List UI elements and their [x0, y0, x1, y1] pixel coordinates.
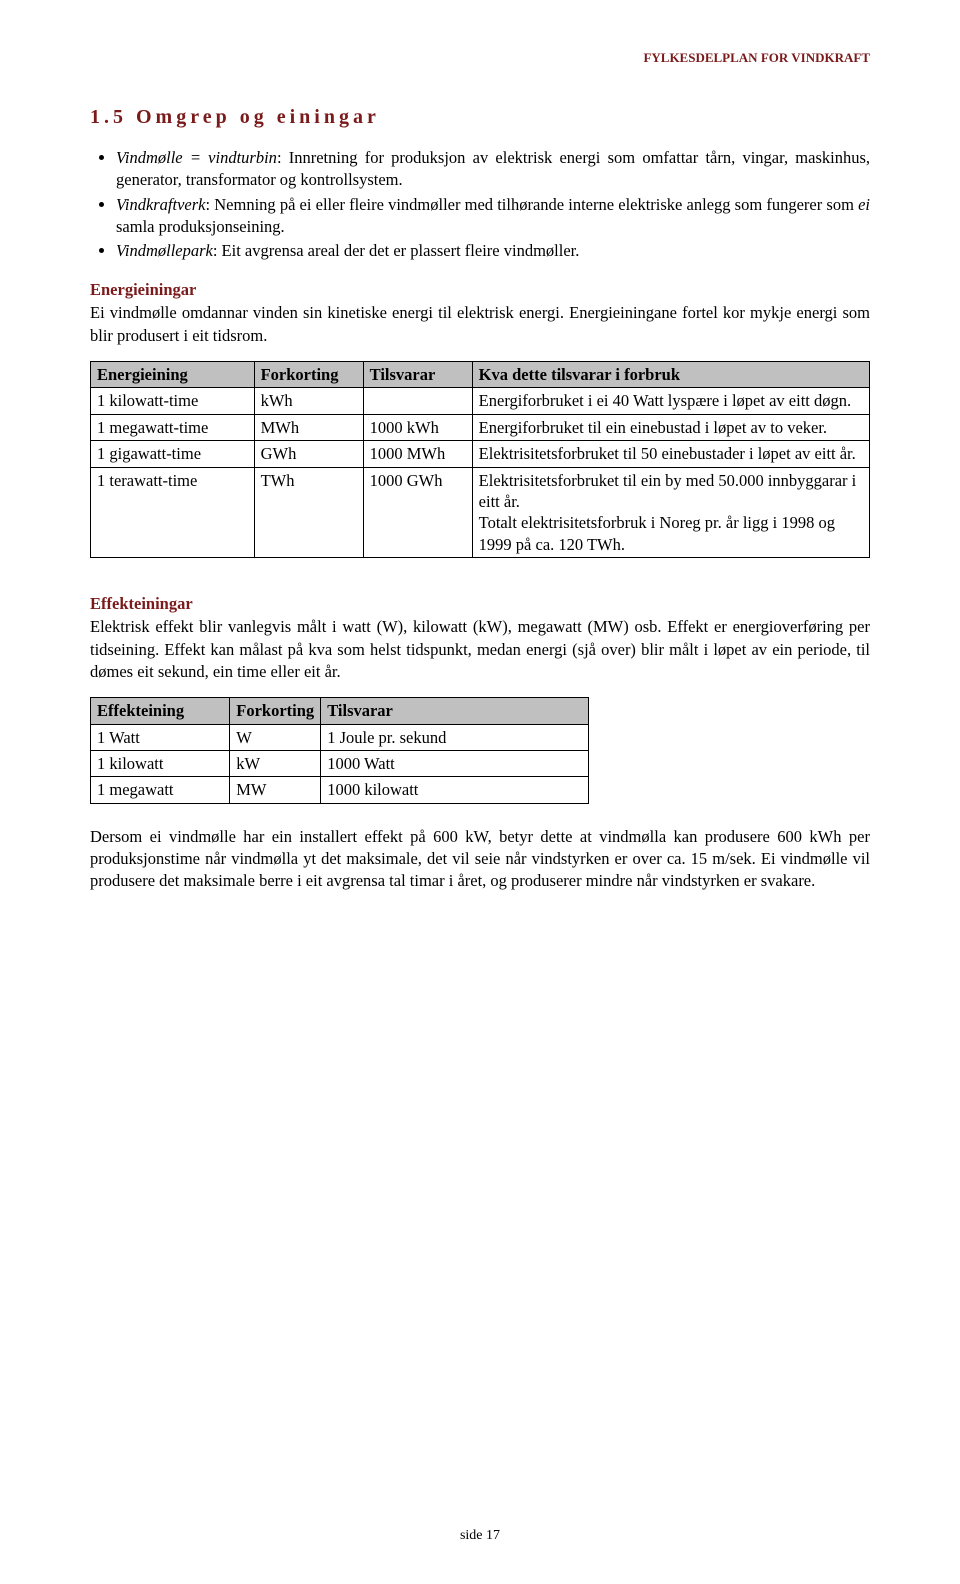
td: 1000 kWh	[363, 414, 472, 440]
table-row: 1 terawatt-time TWh 1000 GWh Elektrisite…	[91, 467, 870, 558]
table-row: 1 megawatt MW 1000 kilowatt	[91, 777, 589, 803]
td: MW	[230, 777, 321, 803]
term: Vindmøllepark	[116, 241, 213, 260]
td: TWh	[254, 467, 363, 558]
energi-table: Energieining Forkorting Tilsvarar Kva de…	[90, 361, 870, 559]
th: Effekteining	[91, 698, 230, 724]
table-row: 1 kilowatt kW 1000 Watt	[91, 751, 589, 777]
td: 1 megawatt-time	[91, 414, 255, 440]
table-header-row: Effekteining Forkorting Tilsvarar	[91, 698, 589, 724]
table-row: 1 Watt W 1 Joule pr. sekund	[91, 724, 589, 750]
td: 1000 kilowatt	[321, 777, 589, 803]
definition-item: Vindmølle = vindturbin: Innretning for p…	[116, 147, 870, 192]
effekt-subhead: Effekteiningar	[90, 594, 870, 614]
table-row: 1 gigawatt-time GWh 1000 MWh Elektrisite…	[91, 441, 870, 467]
header-right: FYLKESDELPLAN FOR VINDKRAFT	[90, 50, 870, 66]
td: Elektrisitetsforbruket til ein by med 50…	[472, 467, 869, 558]
td: kW	[230, 751, 321, 777]
td: 1 terawatt-time	[91, 467, 255, 558]
th: Energieining	[91, 361, 255, 387]
td: 1 kilowatt-time	[91, 388, 255, 414]
effekt-paragraph-1: Elektrisk effekt blir vanlegvis målt i w…	[90, 616, 870, 683]
td: 1000 Watt	[321, 751, 589, 777]
td: MWh	[254, 414, 363, 440]
td: 1000 GWh	[363, 467, 472, 558]
definition-text: : Eit avgrensa areal der det er plassert…	[213, 241, 580, 260]
page: FYLKESDELPLAN FOR VINDKRAFT 1.5 Omgrep o…	[0, 0, 960, 1584]
table-header-row: Energieining Forkorting Tilsvarar Kva de…	[91, 361, 870, 387]
emph: ei	[858, 195, 870, 214]
td: Elektrisitetsforbruket til 50 einebustad…	[472, 441, 869, 467]
definition-text: : Nemning på ei eller fleire vindmøller …	[206, 195, 859, 214]
th: Tilsvarar	[321, 698, 589, 724]
td: Energiforbruket til ein einebustad i løp…	[472, 414, 869, 440]
th: Forkorting	[230, 698, 321, 724]
td: 1 Watt	[91, 724, 230, 750]
table-row: 1 megawatt-time MWh 1000 kWh Energiforbr…	[91, 414, 870, 440]
section-title: 1.5 Omgrep og einingar	[90, 106, 870, 129]
term: Vindkraftverk	[116, 195, 206, 214]
energi-paragraph: Ei vindmølle omdannar vinden sin kinetis…	[90, 302, 870, 347]
definitions-list: Vindmølle = vindturbin: Innretning for p…	[90, 147, 870, 262]
th: Kva dette tilsvarar i forbruk	[472, 361, 869, 387]
definition-text: samla produksjonseining.	[116, 217, 285, 236]
effekt-table: Effekteining Forkorting Tilsvarar 1 Watt…	[90, 697, 589, 804]
th: Forkorting	[254, 361, 363, 387]
td: Energiforbruket i ei 40 Watt lyspære i l…	[472, 388, 869, 414]
td: 1 kilowatt	[91, 751, 230, 777]
td: GWh	[254, 441, 363, 467]
td: 1 megawatt	[91, 777, 230, 803]
spacer	[90, 580, 870, 594]
energi-subhead: Energieiningar	[90, 280, 870, 300]
term: Vindmølle = vindturbin	[116, 148, 277, 167]
page-footer: side 17	[0, 1528, 960, 1544]
th: Tilsvarar	[363, 361, 472, 387]
table-row: 1 kilowatt-time kWh Energiforbruket i ei…	[91, 388, 870, 414]
td: 1000 MWh	[363, 441, 472, 467]
effekt-paragraph-2: Dersom ei vindmølle har ein installert e…	[90, 826, 870, 893]
td: 1 gigawatt-time	[91, 441, 255, 467]
td	[363, 388, 472, 414]
td: W	[230, 724, 321, 750]
definition-item: Vindkraftverk: Nemning på ei eller fleir…	[116, 194, 870, 239]
definition-item: Vindmøllepark: Eit avgrensa areal der de…	[116, 240, 870, 262]
td: kWh	[254, 388, 363, 414]
td: 1 Joule pr. sekund	[321, 724, 589, 750]
